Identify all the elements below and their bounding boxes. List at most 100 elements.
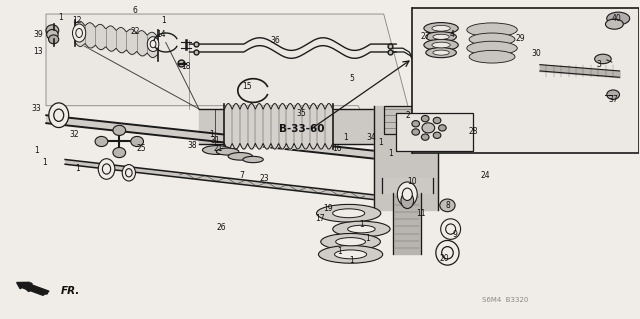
Text: 6: 6	[132, 6, 138, 15]
Ellipse shape	[424, 39, 458, 51]
Ellipse shape	[595, 54, 611, 64]
Ellipse shape	[412, 129, 420, 135]
Text: 1: 1	[349, 256, 354, 265]
Text: 1: 1	[76, 165, 80, 174]
Text: FR.: FR.	[61, 286, 80, 296]
Text: 15: 15	[242, 82, 252, 91]
Text: 38: 38	[188, 141, 197, 150]
Ellipse shape	[433, 117, 441, 124]
Ellipse shape	[147, 37, 159, 51]
Text: 18: 18	[181, 62, 191, 71]
Text: 12: 12	[72, 16, 81, 25]
Ellipse shape	[99, 159, 115, 179]
Ellipse shape	[433, 50, 449, 55]
Ellipse shape	[467, 41, 517, 55]
Text: 28: 28	[468, 127, 477, 136]
Ellipse shape	[424, 23, 458, 34]
Ellipse shape	[317, 204, 381, 222]
Text: 1: 1	[161, 16, 166, 25]
Ellipse shape	[76, 28, 83, 38]
Ellipse shape	[102, 164, 111, 174]
Text: 36: 36	[271, 36, 280, 45]
Ellipse shape	[333, 209, 365, 218]
Text: 3: 3	[596, 60, 602, 69]
Text: 1: 1	[42, 158, 47, 167]
Text: 1: 1	[337, 247, 342, 256]
Text: 4: 4	[450, 30, 455, 39]
Ellipse shape	[125, 169, 132, 177]
Text: 5: 5	[349, 74, 355, 83]
Text: 39: 39	[33, 30, 44, 39]
Text: 19: 19	[323, 204, 332, 213]
Ellipse shape	[440, 199, 455, 212]
FancyArrow shape	[17, 282, 49, 295]
Text: 9: 9	[452, 230, 458, 239]
Text: 1: 1	[209, 130, 214, 139]
Ellipse shape	[54, 109, 64, 122]
Text: 35: 35	[296, 109, 306, 118]
Ellipse shape	[438, 125, 446, 131]
Ellipse shape	[426, 48, 456, 58]
Ellipse shape	[228, 152, 253, 160]
Text: 1: 1	[343, 133, 348, 142]
Text: 1: 1	[378, 137, 383, 147]
Ellipse shape	[401, 193, 413, 209]
Ellipse shape	[131, 137, 143, 146]
Ellipse shape	[433, 132, 441, 138]
Ellipse shape	[47, 30, 58, 40]
Ellipse shape	[333, 221, 390, 237]
Polygon shape	[46, 115, 396, 161]
Ellipse shape	[421, 115, 429, 122]
Text: 30: 30	[532, 49, 541, 58]
Ellipse shape	[113, 147, 125, 158]
Ellipse shape	[46, 25, 59, 36]
Ellipse shape	[72, 24, 86, 42]
Bar	[384, 106, 429, 134]
Text: 29: 29	[516, 34, 525, 43]
Ellipse shape	[607, 12, 630, 25]
Text: 14: 14	[156, 30, 166, 39]
Bar	[396, 113, 473, 151]
Ellipse shape	[426, 32, 456, 42]
Bar	[412, 8, 639, 153]
Ellipse shape	[49, 35, 59, 44]
Ellipse shape	[412, 121, 420, 127]
Ellipse shape	[467, 23, 517, 37]
Ellipse shape	[436, 241, 459, 265]
Ellipse shape	[433, 34, 449, 39]
Text: 1: 1	[58, 13, 63, 22]
Text: 25: 25	[137, 144, 147, 153]
Text: 13: 13	[33, 48, 43, 56]
Text: 8: 8	[445, 201, 450, 210]
Text: 21: 21	[213, 144, 223, 153]
Text: 32: 32	[70, 130, 79, 139]
Ellipse shape	[348, 225, 375, 233]
Ellipse shape	[335, 250, 367, 259]
Ellipse shape	[397, 182, 417, 207]
Ellipse shape	[432, 42, 451, 48]
Text: 1: 1	[359, 220, 364, 229]
Text: 11: 11	[416, 209, 426, 218]
Text: 37: 37	[608, 95, 618, 104]
Ellipse shape	[607, 90, 620, 100]
Text: 22: 22	[131, 27, 140, 36]
Ellipse shape	[49, 103, 68, 128]
Ellipse shape	[243, 156, 263, 163]
Polygon shape	[46, 14, 422, 160]
Ellipse shape	[422, 123, 435, 133]
Ellipse shape	[441, 219, 461, 239]
Polygon shape	[65, 160, 396, 202]
Text: 40: 40	[611, 14, 621, 23]
Ellipse shape	[432, 26, 451, 31]
Text: 24: 24	[481, 171, 490, 180]
Text: 26: 26	[216, 223, 226, 232]
Ellipse shape	[216, 148, 239, 155]
Text: 1: 1	[34, 145, 39, 154]
Ellipse shape	[335, 238, 365, 246]
Text: 20: 20	[440, 254, 449, 263]
Ellipse shape	[150, 41, 156, 48]
Ellipse shape	[113, 125, 125, 136]
Ellipse shape	[95, 137, 108, 146]
Text: 2: 2	[406, 111, 410, 120]
Ellipse shape	[445, 224, 456, 234]
